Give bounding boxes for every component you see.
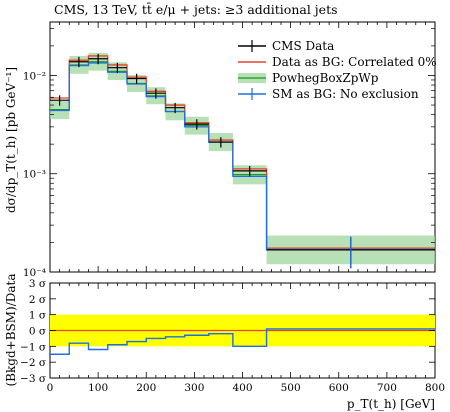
ratio-ytick-label-1: 2 σ bbox=[29, 294, 46, 306]
main-y-axis-label: dσ/dp_T(t_h) [pb GeV⁻¹] bbox=[4, 67, 18, 213]
legend-label-3: SM as BG: No exclusion bbox=[272, 87, 419, 101]
ratio-ytick-label-0: 3 σ bbox=[29, 278, 46, 290]
ratio-ticks-group: 3 σ 2 σ 1 σ 0 σ −1 σ −2 σ −3 σ0 100 200 300 400 500… bbox=[20, 278, 445, 394]
x-tick-label-2: 200 bbox=[136, 382, 156, 394]
x-tick-label-3: 300 bbox=[184, 382, 204, 394]
legend: CMS Data Data as BG: Correlated 0% PowhegB… bbox=[238, 39, 437, 101]
legend-label-1: Data as BG: Correlated 0% bbox=[272, 55, 437, 69]
lines-group bbox=[50, 55, 435, 251]
ratio-y-axis-label: (Bkgd+BSM)/Data bbox=[4, 274, 18, 387]
ratio-ytick-label-5: −2 σ bbox=[20, 357, 46, 369]
ratio-ytick-label-2: 1 σ bbox=[29, 310, 46, 322]
x-tick-label-6: 600 bbox=[329, 382, 349, 394]
x-tick-label-7: 700 bbox=[377, 382, 397, 394]
points-group bbox=[50, 53, 435, 269]
x-tick-label-0: 0 bbox=[47, 382, 54, 394]
ratio-blue-step bbox=[50, 328, 435, 355]
ratio-ytick-label-6: −3 σ bbox=[20, 373, 46, 385]
chart-title: CMS, 13 TeV, tt̄ e/μ + jets: ≥3 addition… bbox=[54, 1, 338, 17]
main-ytick-label-2: 10⁻² bbox=[23, 70, 46, 82]
legend-label-0: CMS Data bbox=[272, 39, 334, 53]
main-ytick-label-0: 10⁻⁴ bbox=[23, 267, 46, 279]
ratio-lines-group bbox=[50, 328, 435, 355]
legend-label-2: PowhegBoxZpWp bbox=[272, 71, 379, 85]
main-ticks-group: 10⁻⁴ 10⁻³ 10⁻² bbox=[23, 22, 436, 279]
x-tick-label-8: 800 bbox=[425, 382, 445, 394]
x-tick-label-1: 100 bbox=[88, 382, 108, 394]
ratio-ytick-label-3: 0 σ bbox=[29, 326, 46, 338]
main-ytick-label-1: 10⁻³ bbox=[23, 169, 46, 181]
x-axis-label: p_T(t_h) [GeV] bbox=[347, 397, 435, 411]
ratio-ytick-label-4: −1 σ bbox=[20, 341, 46, 353]
x-tick-label-4: 400 bbox=[232, 382, 252, 394]
x-tick-label-5: 500 bbox=[281, 382, 301, 394]
